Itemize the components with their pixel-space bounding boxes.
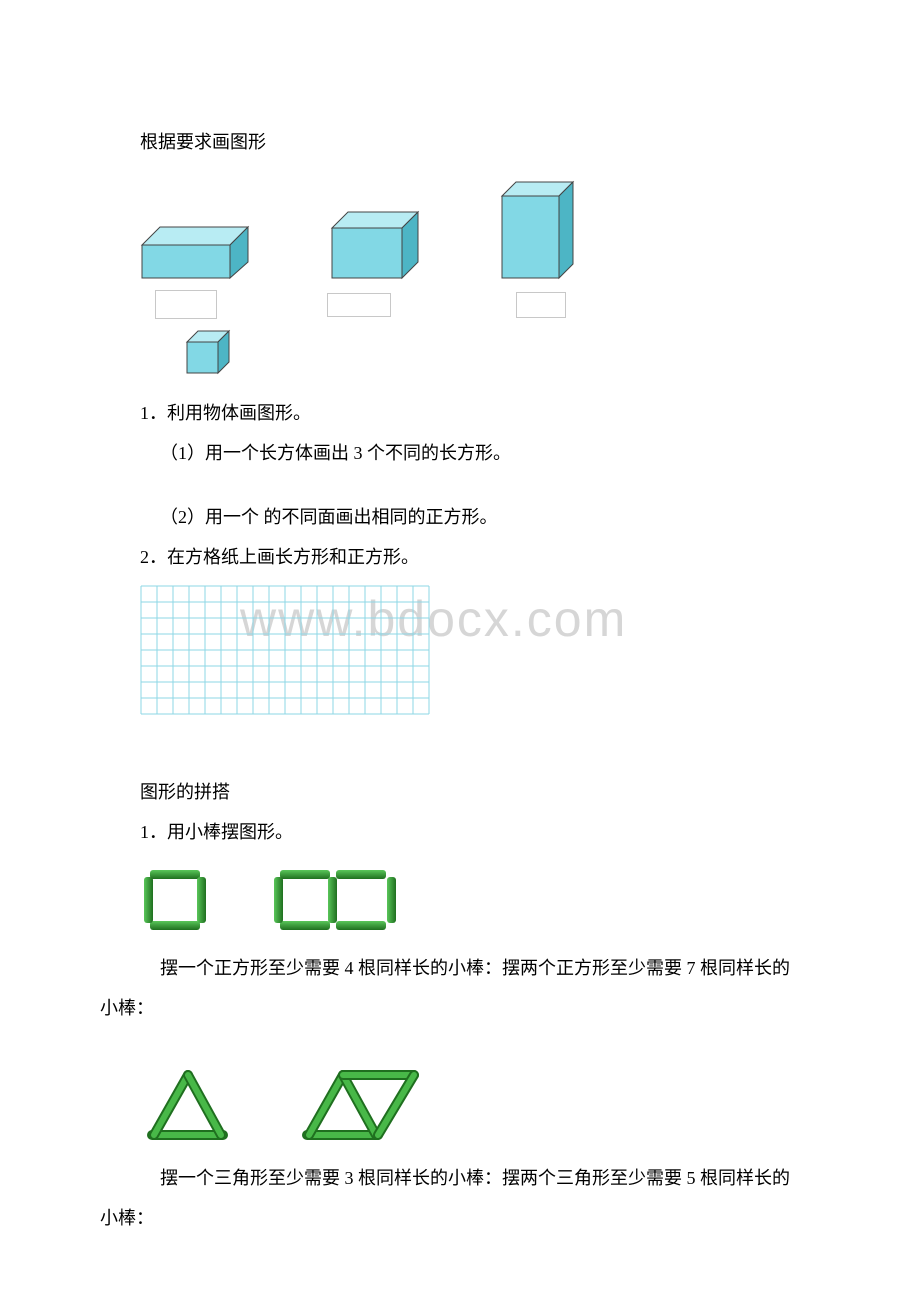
q2-text: 2．在方格纸上画长方形和正方形。 — [100, 539, 820, 575]
shapes-3d-row — [100, 180, 820, 280]
stick-triangle-1-icon — [140, 1065, 235, 1145]
text-triangles-a: 摆一个三角形至少需要 3 根同样长的小棒：摆两个三角形至少需要 5 根同样长的 — [100, 1160, 820, 1196]
cube-small-icon — [185, 329, 231, 375]
cuboid-medium-icon — [330, 210, 420, 280]
stick-square-1-icon — [140, 865, 210, 935]
stick-triangle-2-icon — [295, 1065, 455, 1145]
section2-q1: 1．用小棒摆图形。 — [100, 814, 820, 850]
answer-box-3 — [516, 292, 566, 318]
q1-text: 1．利用物体画图形。 — [100, 395, 820, 431]
stick-squares-row — [100, 865, 820, 935]
grid-svg — [140, 585, 430, 715]
section2-title: 图形的拼搭 — [100, 774, 820, 810]
q1-2-text: （2）用一个 的不同面画出相同的正方形。 — [100, 499, 820, 535]
answer-boxes-row — [100, 290, 820, 319]
text-triangles-b: 小棒： — [100, 1200, 820, 1236]
text-squares-b: 小棒： — [100, 990, 820, 1026]
stick-square-2-icon — [270, 865, 400, 935]
grid-paper — [100, 585, 820, 720]
text-squares-a: 摆一个正方形至少需要 4 根同样长的小棒：摆两个正方形至少需要 7 根同样长的 — [100, 950, 820, 986]
answer-box-1 — [155, 290, 217, 319]
q1-1-text: （1）用一个长方体画出 3 个不同的长方形。 — [100, 435, 820, 471]
cuboid-wide-icon — [140, 225, 250, 280]
answer-box-2 — [327, 293, 391, 317]
section1-title: 根据要求画图形 — [100, 124, 820, 160]
cuboid-tall-icon — [500, 180, 575, 280]
stick-triangles-row — [100, 1065, 820, 1145]
small-cube-row — [100, 329, 820, 380]
